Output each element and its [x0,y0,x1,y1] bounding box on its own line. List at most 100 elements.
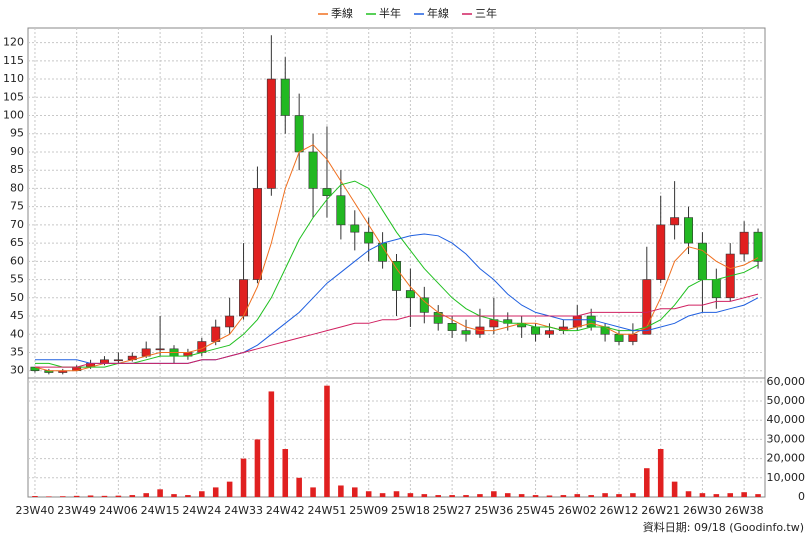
candle-body [447,323,457,331]
volume-bar [532,495,539,497]
x-tick-label: 25W45 [516,504,555,517]
y-tick-label: 75 [10,200,24,213]
footer: 資料日期: 09/18 (Goodinfo.tw) [643,520,804,534]
volume-bar [393,491,400,497]
volume-bar [46,496,52,497]
legend-label: 三年 [475,6,497,20]
volume-bar [491,491,497,497]
candle-body [392,261,401,291]
candle-body [322,188,332,197]
volume-bar [699,493,706,497]
y2-tick-label: 20,000 [767,452,806,465]
volume-bar [449,495,455,497]
y-tick-label: 85 [10,163,24,176]
x-tick-label: 24W33 [224,504,263,517]
volume-bar [435,495,441,497]
candle-body [266,78,276,189]
volume-bar [713,494,720,497]
ma-line [35,293,759,368]
volume-bar [407,493,414,497]
y2-tick-label: 10,000 [767,471,806,484]
volume-bar [616,494,622,497]
volume-bar [518,494,525,497]
candle-body [211,326,221,342]
volume-bar [477,494,483,497]
volume-bar [560,495,567,497]
volume-bar [685,491,692,497]
candle-body [252,188,262,280]
candle-body [586,315,596,328]
volume-bar [421,494,428,497]
y-tick-label: 45 [10,309,24,322]
volume-bar [129,495,136,497]
volume-bar [630,493,636,497]
volume-bar [379,493,386,497]
y-tick-label: 60 [10,254,24,267]
x-tick-label: 24W42 [266,504,305,517]
volume-bar [254,439,261,497]
candle-body [753,231,763,262]
volume-bar [185,495,191,497]
x-tick-label: 25W18 [391,504,430,517]
y-tick-label: 30 [10,364,24,377]
volume-bar [101,495,108,497]
candle-body [614,333,624,342]
y2-tick-label: 60,000 [767,375,806,388]
volume-bar [87,495,94,497]
x-tick-label: 26W38 [725,504,764,517]
volume-bar [310,487,316,497]
candle-body [739,231,749,255]
y2-tick-label: 50,000 [767,394,806,407]
candle-body [113,359,123,362]
volume-bar [365,491,372,497]
volume-bar [755,494,761,497]
volume-bar [59,496,66,497]
x-tick-label: 25W36 [474,504,513,517]
volume-bar [602,493,608,497]
candle-body [628,333,638,342]
legend-label: 年線 [427,6,449,20]
x-tick-label: 26W21 [641,504,680,517]
y-tick-label: 80 [10,181,24,194]
candle-body [697,242,707,280]
volume-bar [115,495,122,497]
candle-body [308,151,318,189]
y-tick-label: 95 [10,127,24,140]
volume-bar [338,485,344,497]
candle-body [656,224,666,280]
candle-body [544,330,554,335]
volume-bar [352,487,358,497]
volume-bar [671,481,678,497]
candle-body [642,279,652,335]
x-tick-label: 24W51 [308,504,347,517]
candle-body [336,195,346,226]
x-tick-label: 26W30 [683,504,722,517]
candle-body [405,290,415,299]
x-tick-label: 24W15 [141,504,180,517]
y-tick-label: 40 [10,327,24,340]
candle-body [294,115,304,153]
legend-label: 季線 [331,6,353,20]
volume-bar [463,495,469,497]
y2-tick-label: 30,000 [767,432,806,445]
volume-bar [546,495,553,497]
candle-body [155,348,165,351]
y-tick-label: 65 [10,236,24,249]
x-tick-label: 24W24 [182,504,221,517]
legend-label: 半年 [379,6,401,20]
volume-bar [727,493,734,497]
volume-bar [73,495,80,497]
ma-line [34,144,759,372]
volume-bar [296,477,302,497]
y2-tick-label: 0 [798,490,805,503]
volume-bar [32,496,38,497]
x-tick-label: 26W02 [558,504,597,517]
candle-body [225,315,235,328]
candle-body [350,224,360,233]
y-tick-label: 100 [3,109,24,122]
candle-body [364,231,374,244]
y-tick-label: 120 [3,36,24,49]
volume-bar [574,494,581,497]
y-tick-label: 110 [3,72,24,85]
